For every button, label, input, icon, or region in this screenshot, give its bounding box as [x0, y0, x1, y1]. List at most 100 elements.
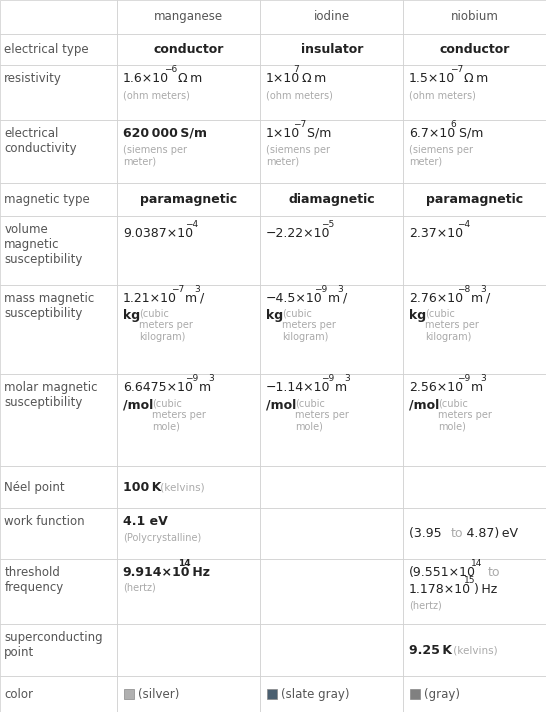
Bar	[124, 689, 134, 699]
Bar	[403, 65, 546, 120]
Text: 9.0387×10: 9.0387×10	[123, 227, 193, 240]
Bar	[0, 216, 117, 285]
Bar	[117, 65, 260, 120]
Bar	[260, 559, 403, 624]
Text: (ohm meters): (ohm meters)	[123, 90, 189, 100]
Bar	[0, 624, 117, 676]
Bar	[260, 285, 403, 374]
Text: −9: −9	[185, 374, 198, 383]
Text: /mol: /mol	[266, 398, 296, 411]
Text: 3: 3	[195, 285, 200, 293]
Text: /: /	[486, 292, 490, 305]
Text: (cubic
meters per
kilogram): (cubic meters per kilogram)	[282, 309, 336, 342]
Text: 100 K: 100 K	[123, 481, 161, 493]
Text: 3: 3	[345, 374, 351, 383]
Bar	[260, 183, 403, 216]
Bar	[403, 624, 546, 676]
Text: Néel point: Néel point	[4, 481, 65, 493]
Bar	[117, 508, 260, 559]
Text: 3: 3	[209, 374, 214, 383]
Text: Ω m: Ω m	[460, 72, 488, 85]
Text: 2.76×10: 2.76×10	[409, 292, 463, 305]
Text: (cubic
meters per
kilogram): (cubic meters per kilogram)	[139, 309, 193, 342]
Text: 9.25 K: 9.25 K	[409, 644, 452, 656]
Bar	[0, 466, 117, 508]
Text: to: to	[450, 527, 462, 540]
Text: molar magnetic
susceptibility: molar magnetic susceptibility	[4, 381, 98, 409]
Text: 1.5×10: 1.5×10	[409, 72, 455, 85]
Text: −7: −7	[293, 120, 307, 129]
Text: (gray): (gray)	[424, 688, 460, 701]
Text: 6.6475×10: 6.6475×10	[123, 381, 193, 394]
Text: /mol: /mol	[409, 398, 439, 411]
Text: 6: 6	[450, 120, 456, 129]
Text: paramagnetic: paramagnetic	[426, 193, 524, 206]
Text: −7: −7	[450, 65, 464, 74]
Text: −9: −9	[321, 374, 334, 383]
Text: (ohm meters): (ohm meters)	[266, 90, 333, 100]
Bar	[117, 216, 260, 285]
Bar	[117, 0, 260, 33]
Text: 4.87) eV: 4.87) eV	[464, 527, 518, 540]
Text: 2.37×10: 2.37×10	[409, 227, 463, 240]
Bar	[260, 0, 403, 33]
Text: Ω m: Ω m	[174, 72, 202, 85]
Text: /mol: /mol	[123, 398, 153, 411]
Text: −2.22×10: −2.22×10	[266, 227, 330, 240]
Bar	[403, 676, 546, 712]
Text: −9: −9	[314, 285, 327, 293]
Text: (Polycrystalline): (Polycrystalline)	[123, 533, 201, 543]
Text: m: m	[324, 292, 340, 305]
Bar	[260, 374, 403, 466]
Text: 14: 14	[471, 559, 482, 567]
Text: Ω m: Ω m	[298, 72, 327, 85]
Text: volume
magnetic
susceptibility: volume magnetic susceptibility	[4, 224, 83, 266]
Text: 3: 3	[481, 285, 486, 293]
Bar	[117, 374, 260, 466]
Text: 3: 3	[338, 285, 343, 293]
Text: magnetic type: magnetic type	[4, 193, 90, 206]
Bar	[117, 285, 260, 374]
Bar	[260, 33, 403, 65]
Text: (cubic
meters per
kilogram): (cubic meters per kilogram)	[425, 309, 479, 342]
Text: electrical
conductivity: electrical conductivity	[4, 127, 77, 155]
Bar	[260, 120, 403, 183]
Text: 6.7×10: 6.7×10	[409, 127, 455, 140]
Bar	[0, 33, 117, 65]
Text: electrical type: electrical type	[4, 43, 89, 56]
Text: resistivity: resistivity	[4, 72, 62, 85]
Bar	[0, 508, 117, 559]
Text: −6: −6	[164, 65, 177, 74]
Bar	[410, 689, 420, 699]
Text: (siemens per
meter): (siemens per meter)	[409, 145, 473, 167]
Text: 620 000 S/m: 620 000 S/m	[123, 127, 207, 140]
Text: −4: −4	[457, 220, 470, 229]
Bar	[403, 285, 546, 374]
Bar	[260, 466, 403, 508]
Text: kg: kg	[409, 309, 426, 322]
Bar	[403, 374, 546, 466]
Text: conductor: conductor	[440, 43, 510, 56]
Text: 1.6×10: 1.6×10	[123, 72, 169, 85]
Bar	[0, 0, 117, 33]
Text: −5: −5	[321, 220, 334, 229]
Text: manganese: manganese	[155, 10, 223, 23]
Text: 9.914×10: 9.914×10	[123, 566, 191, 579]
Bar	[117, 466, 260, 508]
Text: 2.56×10: 2.56×10	[409, 381, 463, 394]
Text: −1.14×10: −1.14×10	[266, 381, 330, 394]
Bar	[117, 183, 260, 216]
Text: /: /	[200, 292, 204, 305]
Bar	[403, 216, 546, 285]
Text: −8: −8	[457, 285, 470, 293]
Text: (silver): (silver)	[138, 688, 180, 701]
Text: work function: work function	[4, 515, 85, 528]
Text: 4.1 eV: 4.1 eV	[123, 515, 168, 528]
Text: paramagnetic: paramagnetic	[140, 193, 238, 206]
Bar	[403, 508, 546, 559]
Text: color: color	[4, 688, 33, 701]
Bar	[260, 508, 403, 559]
Text: /: /	[343, 292, 347, 305]
Text: (siemens per
meter): (siemens per meter)	[123, 145, 187, 167]
Text: kg: kg	[123, 309, 140, 322]
